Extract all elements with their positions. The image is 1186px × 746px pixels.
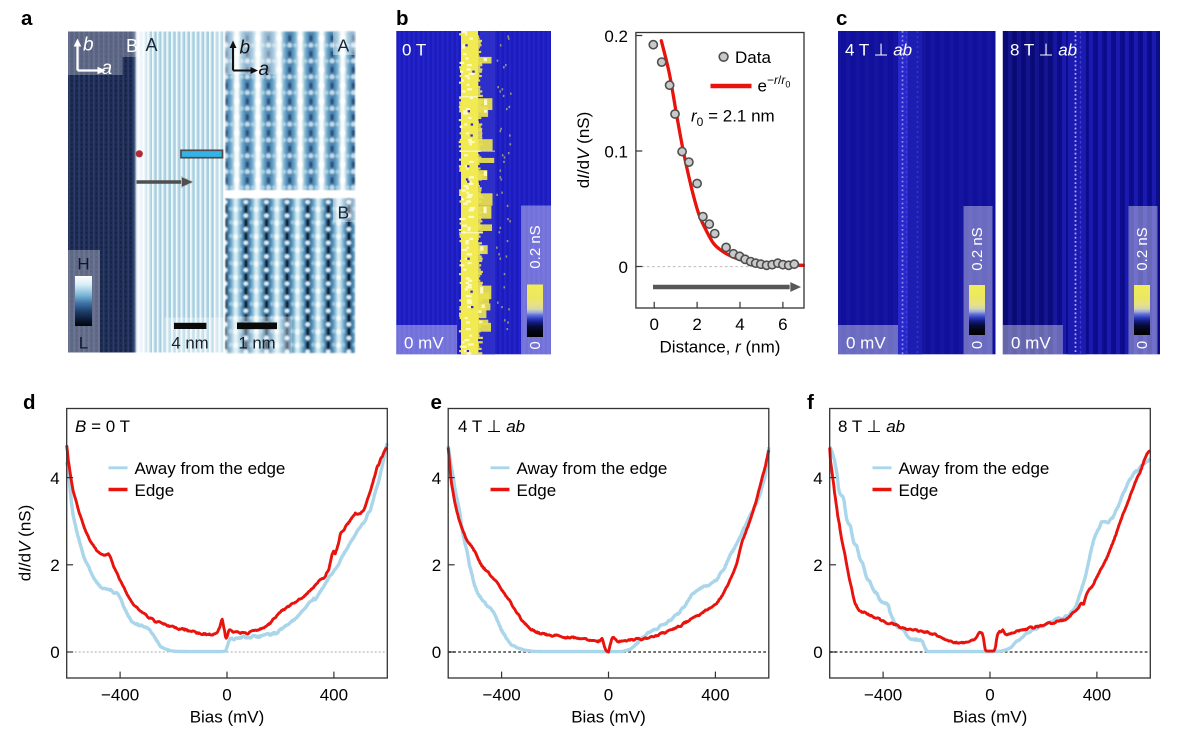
svg-text:b: b: [83, 35, 94, 56]
svg-text:Edge: Edge: [135, 481, 175, 500]
svg-text:400: 400: [320, 686, 348, 705]
svg-text:4: 4: [432, 469, 441, 488]
svg-text:0 T: 0 T: [402, 41, 426, 60]
svg-text:d: d: [23, 391, 36, 414]
svg-text:0.2 nS: 0.2 nS: [969, 227, 986, 270]
svg-text:b: b: [396, 7, 409, 30]
svg-text:4 T ⊥ ab: 4 T ⊥ ab: [458, 417, 525, 436]
svg-text:Data: Data: [735, 48, 771, 67]
svg-text:0: 0: [604, 686, 613, 705]
svg-text:L: L: [79, 334, 88, 353]
svg-text:e: e: [431, 391, 442, 414]
svg-text:Edge: Edge: [517, 481, 557, 500]
svg-text:f: f: [807, 391, 814, 414]
svg-text:0: 0: [969, 341, 986, 349]
svg-text:a: a: [102, 58, 113, 79]
svg-text:A: A: [338, 36, 350, 56]
svg-text:0 mV: 0 mV: [846, 334, 886, 353]
svg-text:400: 400: [701, 686, 729, 705]
svg-text:Bias (mV): Bias (mV): [571, 708, 646, 727]
svg-text:B: B: [126, 36, 138, 56]
svg-text:r0 = 2.1 nm: r0 = 2.1 nm: [691, 107, 775, 130]
svg-text:Away from the edge: Away from the edge: [899, 459, 1050, 478]
svg-text:Away from the edge: Away from the edge: [517, 459, 668, 478]
svg-text:1 nm: 1 nm: [238, 334, 275, 353]
svg-text:4 T ⊥ ab: 4 T ⊥ ab: [845, 41, 912, 60]
svg-text:dI/dV (nS): dI/dV (nS): [574, 112, 593, 189]
svg-text:dI/dV (nS): dI/dV (nS): [16, 505, 35, 582]
svg-text:0: 0: [619, 258, 628, 277]
svg-text:H: H: [77, 255, 89, 274]
svg-text:B: B: [338, 203, 350, 223]
svg-text:−400: −400: [864, 686, 902, 705]
svg-text:2: 2: [50, 556, 59, 575]
svg-text:0.1: 0.1: [604, 142, 628, 161]
svg-text:0: 0: [649, 315, 658, 334]
svg-text:0: 0: [527, 341, 544, 349]
svg-text:0 mV: 0 mV: [404, 334, 444, 353]
svg-text:b: b: [240, 38, 251, 59]
svg-text:0: 0: [222, 686, 231, 705]
svg-text:0: 0: [432, 643, 441, 662]
svg-text:Edge: Edge: [899, 481, 939, 500]
svg-text:2: 2: [813, 556, 822, 575]
svg-text:0: 0: [813, 643, 822, 662]
svg-text:Distance, r (nm): Distance, r (nm): [660, 338, 781, 357]
svg-text:Away from the edge: Away from the edge: [135, 459, 286, 478]
svg-text:0: 0: [50, 643, 59, 662]
svg-text:0.2 nS: 0.2 nS: [527, 225, 544, 268]
svg-text:Bias (mV): Bias (mV): [190, 708, 265, 727]
svg-text:B = 0 T: B = 0 T: [75, 417, 130, 436]
svg-text:4 nm: 4 nm: [171, 334, 208, 353]
svg-text:2: 2: [432, 556, 441, 575]
svg-text:8 T ⊥ ab: 8 T ⊥ ab: [838, 417, 905, 436]
svg-text:a: a: [21, 7, 33, 30]
svg-text:400: 400: [1083, 686, 1111, 705]
svg-text:A: A: [146, 35, 158, 55]
svg-text:4: 4: [813, 469, 822, 488]
svg-text:0: 0: [985, 686, 994, 705]
svg-text:0: 0: [1134, 341, 1151, 349]
svg-text:Bias (mV): Bias (mV): [953, 708, 1028, 727]
svg-text:0.2: 0.2: [604, 27, 628, 46]
svg-text:−400: −400: [101, 686, 139, 705]
svg-text:4: 4: [50, 469, 59, 488]
svg-text:0 mV: 0 mV: [1011, 334, 1051, 353]
svg-text:4: 4: [735, 315, 744, 334]
svg-text:6: 6: [778, 315, 787, 334]
svg-text:c: c: [836, 7, 847, 30]
svg-text:8 T ⊥ ab: 8 T ⊥ ab: [1010, 41, 1077, 60]
svg-text:0.2 nS: 0.2 nS: [1134, 227, 1151, 270]
svg-text:a: a: [259, 59, 270, 80]
svg-text:−400: −400: [482, 686, 520, 705]
svg-text:2: 2: [692, 315, 701, 334]
